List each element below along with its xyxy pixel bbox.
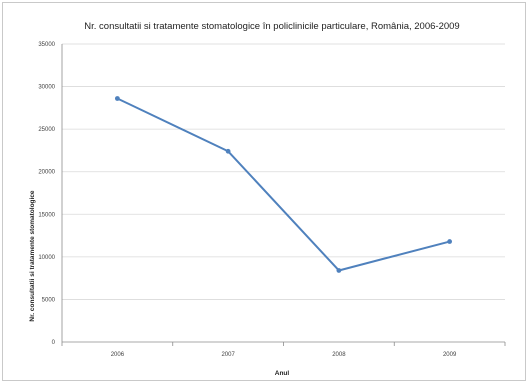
y-tick-label: 25000 — [38, 127, 55, 133]
y-tick-label: 10000 — [38, 255, 55, 261]
x-tick-label: 2008 — [332, 352, 346, 358]
y-tick-label: 30000 — [38, 85, 55, 91]
chart-title: Nr. consultatii si tratamente stomatolog… — [84, 21, 459, 32]
y-tick-label: 20000 — [38, 170, 55, 176]
data-point — [336, 268, 342, 273]
x-axis-title: Anul — [275, 370, 290, 377]
y-tick-label: 5000 — [42, 297, 56, 303]
data-point — [225, 148, 231, 154]
y-tick-label: 15000 — [38, 212, 55, 218]
y-tick-label: 35000 — [38, 42, 55, 48]
gridlines — [62, 43, 505, 300]
data-point — [447, 239, 453, 244]
x-tick-labels: 2006 2007 2008 2009 — [111, 352, 457, 358]
chart-frame — [2, 2, 526, 381]
series — [114, 96, 453, 273]
x-tick-label: 2009 — [443, 352, 457, 358]
y-axis-title: Nr. consultatii si tratamente stomatolog… — [29, 190, 36, 321]
data-point — [114, 96, 120, 101]
x-tick-label: 2007 — [221, 352, 235, 358]
y-tick-label: 0 — [52, 340, 56, 346]
y-tick-labels: 0 5000 10000 15000 20000 25000 30000 35000 — [38, 42, 55, 346]
series-line — [116, 97, 450, 272]
x-tick-label: 2006 — [111, 352, 125, 358]
axes — [61, 44, 506, 346]
